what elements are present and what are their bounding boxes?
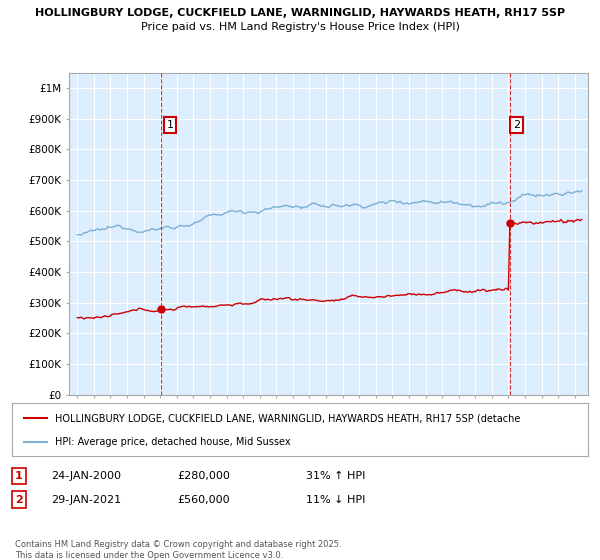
Text: 24-JAN-2000: 24-JAN-2000 [51, 471, 121, 481]
Text: HPI: Average price, detached house, Mid Sussex: HPI: Average price, detached house, Mid … [55, 436, 291, 446]
Text: 29-JAN-2021: 29-JAN-2021 [51, 494, 121, 505]
Text: Price paid vs. HM Land Registry's House Price Index (HPI): Price paid vs. HM Land Registry's House … [140, 22, 460, 32]
Text: Contains HM Land Registry data © Crown copyright and database right 2025.
This d: Contains HM Land Registry data © Crown c… [15, 540, 341, 560]
Text: £560,000: £560,000 [177, 494, 230, 505]
Text: 2: 2 [513, 120, 520, 130]
Text: £280,000: £280,000 [177, 471, 230, 481]
Point [157, 305, 166, 314]
Text: 1: 1 [166, 120, 173, 130]
Text: 1: 1 [15, 471, 23, 481]
Text: HOLLINGBURY LODGE, CUCKFIELD LANE, WARNINGLID, HAYWARDS HEATH, RH17 5SP: HOLLINGBURY LODGE, CUCKFIELD LANE, WARNI… [35, 8, 565, 18]
Text: 2: 2 [15, 494, 23, 505]
Text: HOLLINGBURY LODGE, CUCKFIELD LANE, WARNINGLID, HAYWARDS HEATH, RH17 5SP (detache: HOLLINGBURY LODGE, CUCKFIELD LANE, WARNI… [55, 413, 521, 423]
Text: 31% ↑ HPI: 31% ↑ HPI [306, 471, 365, 481]
Text: 11% ↓ HPI: 11% ↓ HPI [306, 494, 365, 505]
Point [505, 218, 515, 227]
